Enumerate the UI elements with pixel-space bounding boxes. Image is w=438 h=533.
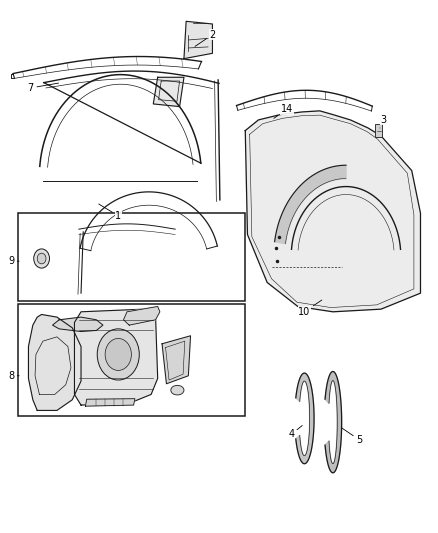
Bar [375,124,382,137]
Polygon shape [153,77,184,107]
Text: 4: 4 [288,425,302,439]
Text: 3: 3 [380,115,386,128]
Polygon shape [53,317,103,332]
Ellipse shape [171,385,184,395]
Polygon shape [245,111,420,312]
Polygon shape [85,399,135,406]
Bar [18,304,245,416]
Bar [18,213,245,301]
Text: 8: 8 [8,371,19,381]
Text: 5: 5 [342,428,362,445]
Circle shape [105,338,131,370]
Polygon shape [184,21,212,59]
Text: 1: 1 [99,204,121,221]
Circle shape [97,329,139,380]
Text: 7: 7 [28,83,59,93]
Text: 10: 10 [298,300,322,317]
Polygon shape [124,306,160,325]
Polygon shape [162,336,191,384]
Polygon shape [28,314,81,410]
Polygon shape [296,373,314,464]
Circle shape [37,253,46,264]
Polygon shape [74,309,158,405]
Polygon shape [325,372,342,473]
Circle shape [34,249,49,268]
Text: 14: 14 [274,104,293,118]
Text: 2: 2 [195,30,215,46]
Polygon shape [275,165,346,244]
Text: 9: 9 [8,256,19,266]
